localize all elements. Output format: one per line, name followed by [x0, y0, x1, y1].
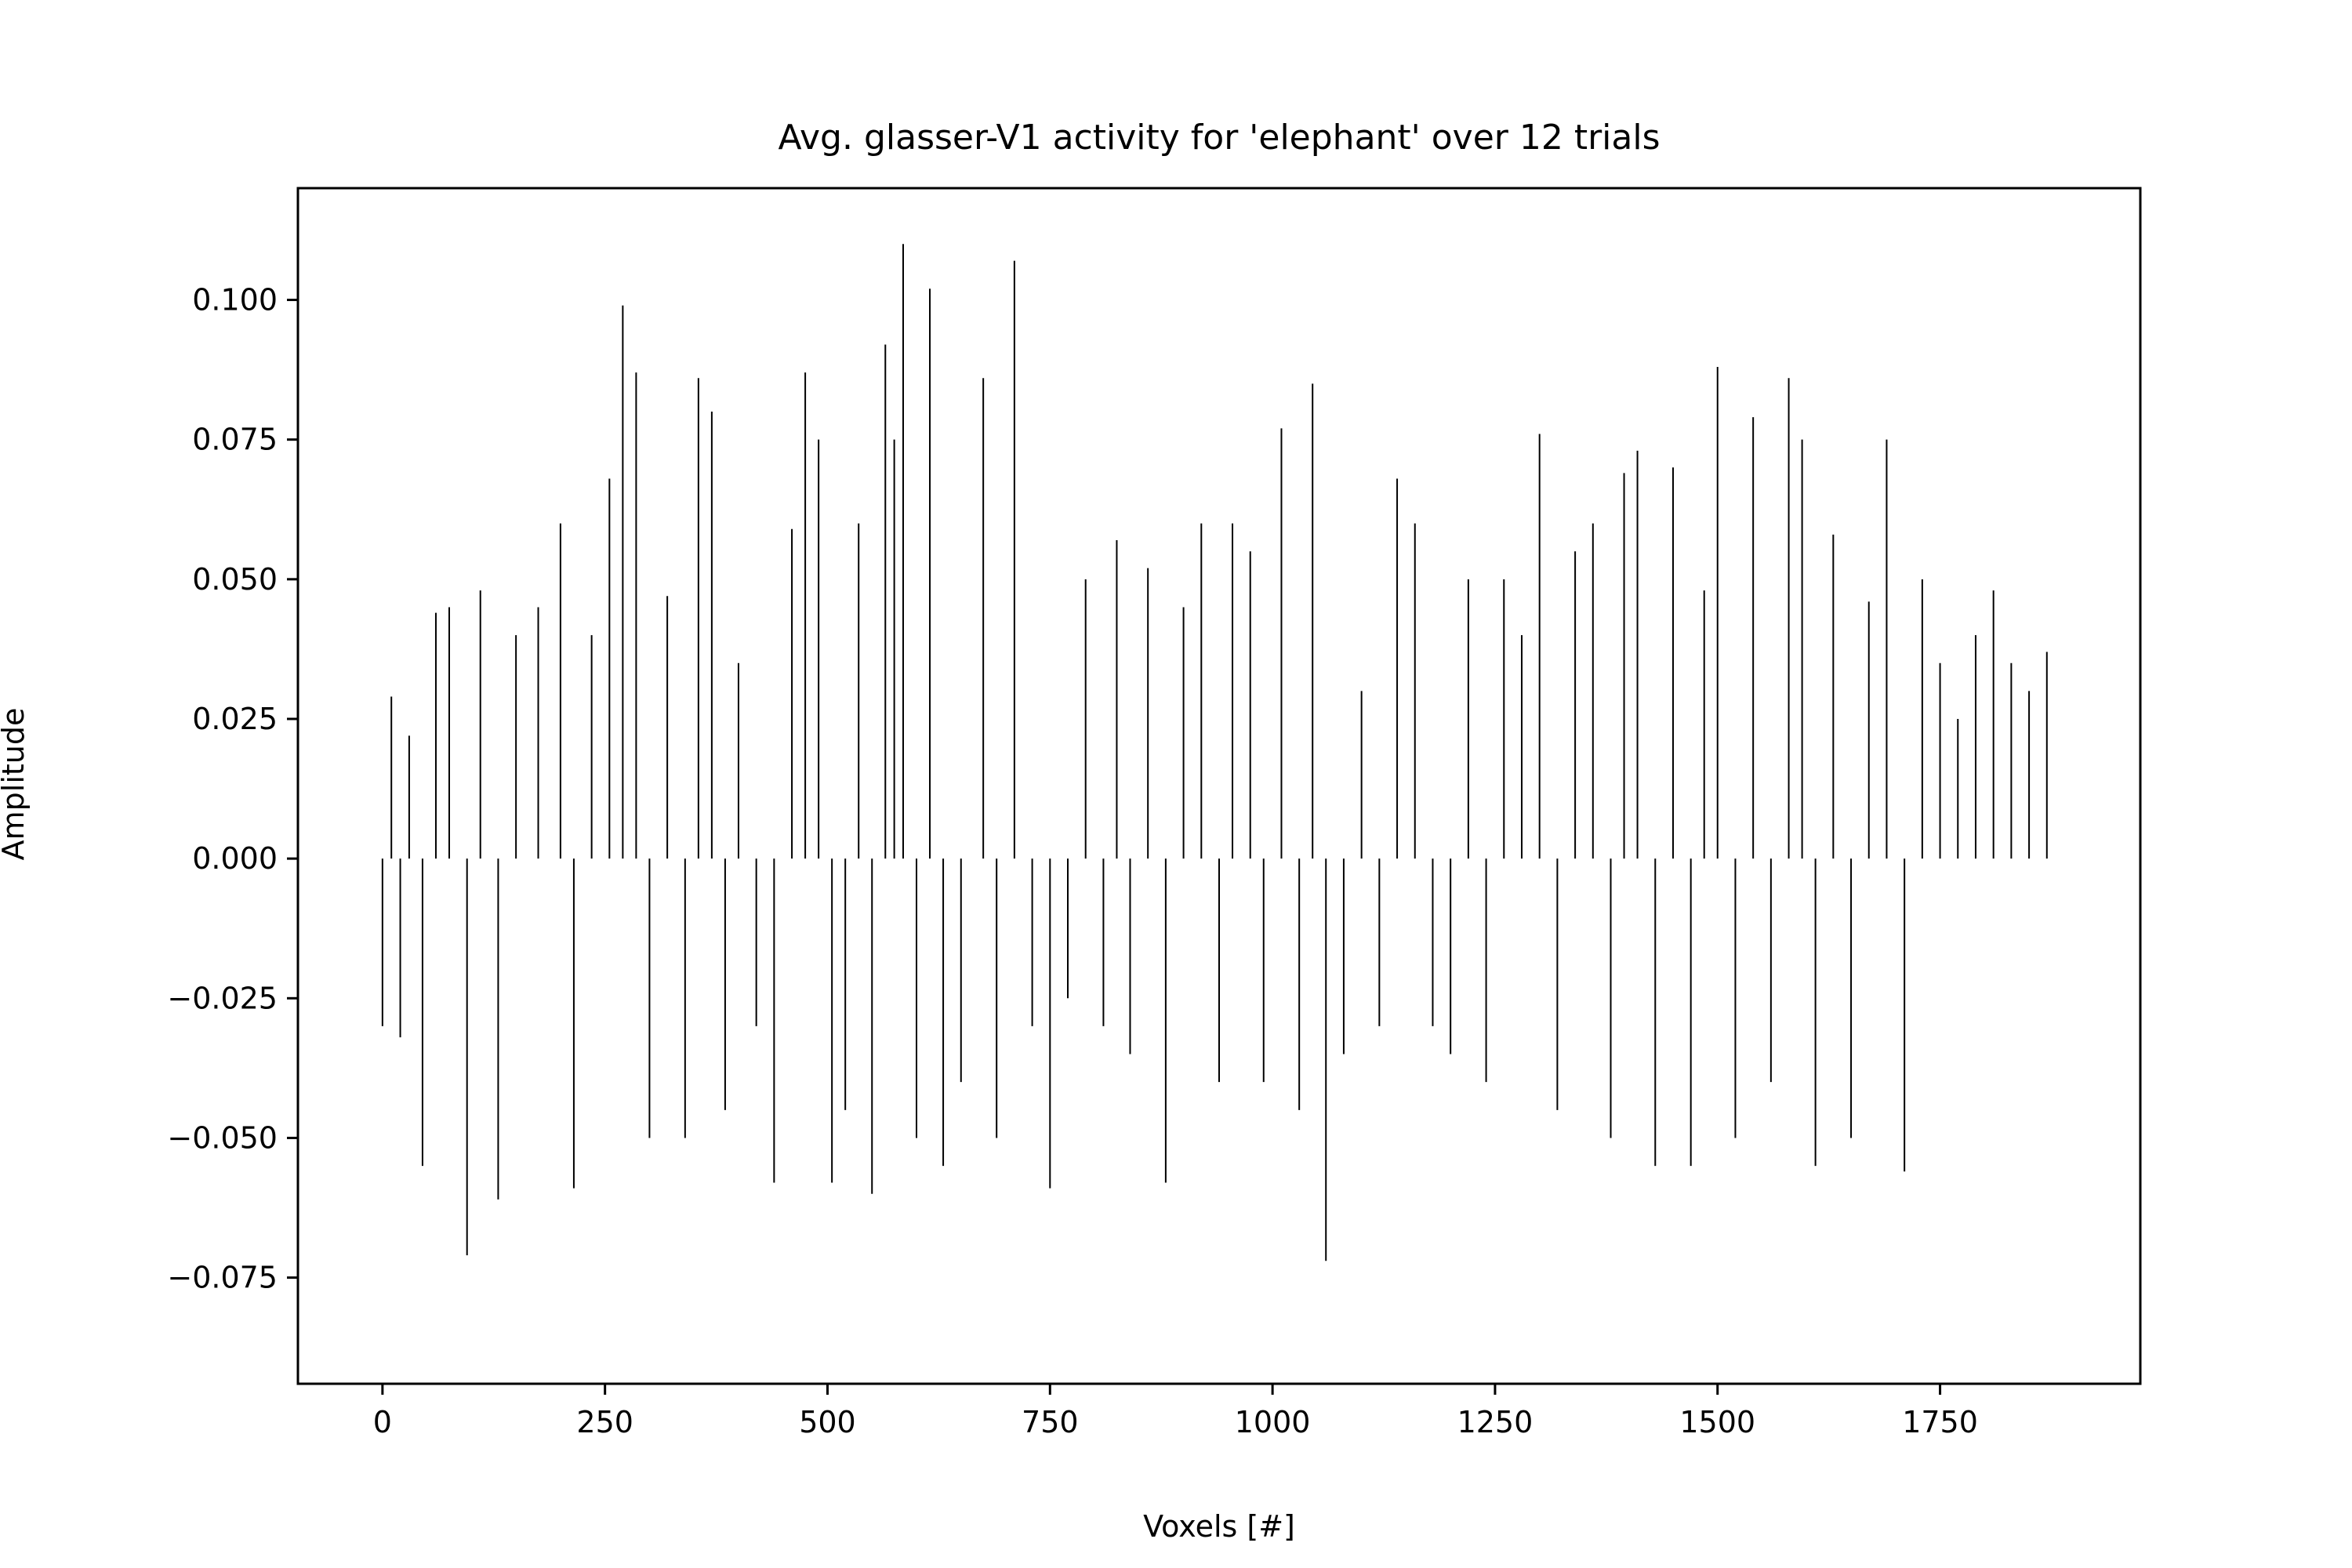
y-tick-label: 0.100 — [192, 283, 278, 318]
plot-frame — [296, 187, 2142, 1385]
chart-title: Avg. glasser-V1 activity for 'elephant' … — [778, 118, 1660, 158]
x-tick-label: 750 — [1022, 1405, 1079, 1439]
y-tick-label: 0.075 — [192, 423, 278, 457]
x-tick-label: 250 — [576, 1405, 633, 1439]
x-tick-label: 1750 — [1902, 1405, 1978, 1439]
x-tick-label: 1500 — [1679, 1405, 1755, 1439]
x-axis-label: Voxels [#] — [1143, 1509, 1295, 1544]
y-tick-label: −0.050 — [167, 1120, 278, 1155]
x-tick-label: 500 — [799, 1405, 856, 1439]
bars-layer — [381, 244, 2048, 1261]
x-tick-label: 0 — [373, 1405, 392, 1439]
y-axis-label: Amplitude — [0, 708, 31, 861]
y-tick-label: −0.075 — [167, 1261, 278, 1295]
y-axis: 0.100 0.075 0.050 0.025 0.000 −0.025 −0.050 −0.… — [167, 283, 298, 1295]
y-tick-label: 0.000 — [192, 841, 278, 876]
y-tick-label: −0.025 — [167, 981, 278, 1015]
y-tick-label: 0.050 — [192, 562, 278, 597]
x-axis: 0 250 500 750 1000 1250 1500 1750 — [373, 1384, 1978, 1439]
x-tick-label: 1000 — [1235, 1405, 1311, 1439]
x-tick-label: 1250 — [1457, 1405, 1534, 1439]
y-tick-label: 0.025 — [192, 702, 278, 736]
